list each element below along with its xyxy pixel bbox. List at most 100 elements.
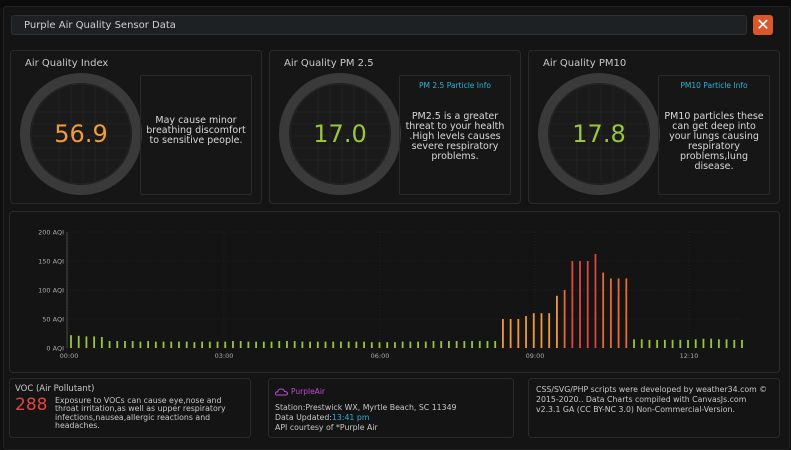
chart-bar	[332, 341, 335, 348]
chart-bar	[609, 278, 612, 348]
chart-bar	[347, 341, 350, 348]
chart-bar	[663, 339, 666, 348]
credits-box: CSS/SVG/PHP scripts were developed by we…	[528, 378, 780, 438]
chart-bar	[162, 341, 165, 348]
chart-bar	[262, 341, 265, 348]
chart-bar	[625, 278, 628, 348]
chart-bar	[370, 342, 373, 348]
chart-bar	[563, 290, 566, 348]
chart-bar	[154, 341, 157, 348]
chart-bar	[116, 341, 119, 348]
chart-bar	[617, 278, 620, 348]
chart-bar	[301, 341, 304, 348]
voc-box: VOC (Air Pollutant) 288 Exposure to VOCs…	[9, 378, 251, 438]
chart-bar	[124, 341, 126, 348]
y-tick-label: 200 AQI	[38, 229, 64, 237]
window-title: Purple Air Quality Sensor Data	[11, 15, 747, 35]
chart-bar	[455, 341, 458, 348]
pm10-value: 17.8	[572, 120, 626, 148]
panel-title: Air Quality PM10	[543, 58, 627, 69]
chart-bar	[394, 342, 396, 348]
purpleair-cloud-icon	[275, 388, 288, 396]
chart-bar	[694, 339, 697, 348]
pm10-info-link[interactable]: PM10 Particle Info	[680, 81, 748, 90]
chart-bar	[448, 341, 450, 348]
pm10-panel: Air Quality PM10 17.8 PM10 Particle Info…	[528, 50, 780, 204]
close-button[interactable]: ✕	[753, 15, 773, 35]
credits-text: CSS/SVG/PHP scripts were developed by we…	[536, 385, 768, 414]
chart-bar	[409, 341, 412, 348]
chart-bar	[687, 339, 689, 348]
chart-bar	[640, 339, 643, 348]
chart-bar	[725, 339, 728, 348]
chart-bar	[147, 341, 150, 348]
chart-bar	[671, 339, 674, 348]
pm25-info-link[interactable]: PM 2.5 Particle Info	[419, 81, 491, 90]
chart-bar	[185, 341, 188, 348]
chart-bar	[286, 341, 288, 348]
panel-title: Air Quality PM 2.5	[284, 58, 374, 69]
chart-bar	[440, 341, 443, 348]
chart-bar	[586, 261, 589, 348]
description-box: PM10 Particle Info PM10 particles these …	[658, 75, 770, 195]
chart-bar	[255, 341, 258, 348]
pm25-value: 17.0	[313, 120, 367, 148]
chart-bar	[702, 338, 705, 348]
chart-bar	[85, 336, 88, 348]
data-updated-line: Data Updated:13:41 pm	[275, 413, 369, 422]
station-box: PurpleAir Station:Prestwick WX, Myrtle B…	[268, 378, 514, 438]
chart-bar	[178, 341, 180, 348]
chart-bar	[540, 313, 543, 348]
gauge-dial-icon	[538, 73, 660, 195]
chart-bar	[278, 341, 281, 348]
gauge-dial-icon	[279, 73, 401, 195]
chart-bar	[309, 341, 311, 348]
chart-bar	[656, 339, 659, 348]
purpleair-logo: PurpleAir	[291, 387, 325, 396]
pm25-panel: Air Quality PM 2.5 17.0 PM 2.5 Particle …	[269, 50, 521, 204]
chart-bar	[486, 341, 489, 348]
chart-bar	[93, 336, 96, 348]
chart-bar	[648, 339, 651, 348]
chart-bar	[494, 341, 497, 348]
chart-bar	[571, 261, 574, 348]
chart-bar	[509, 319, 512, 348]
chart-bar	[386, 342, 389, 348]
close-icon[interactable]: ✕	[756, 15, 770, 34]
chart-bar	[555, 295, 558, 348]
chart-bar	[208, 341, 211, 348]
chart-bar	[424, 341, 427, 348]
api-line: API courtesy of *Purple Air	[275, 423, 378, 432]
chart-bar	[193, 342, 196, 348]
chart-bar	[224, 341, 227, 348]
x-tick-label: 12:10	[680, 352, 699, 360]
chart-bar	[170, 341, 173, 348]
chart-bar	[232, 341, 234, 348]
chart-bar	[417, 341, 419, 348]
chart-bar	[216, 341, 219, 348]
chart-bar	[378, 342, 381, 348]
chart-bar	[363, 341, 365, 348]
description-box: May cause minor breathing discomfort to …	[140, 75, 252, 195]
chart-bar	[579, 261, 581, 348]
aqi-panel: Air Quality Index 56.9 May cause minor b…	[10, 50, 262, 204]
chart-bar	[316, 341, 319, 348]
chart-bar	[139, 341, 142, 348]
chart-bar	[633, 339, 635, 348]
chart-bar	[517, 319, 520, 348]
pm25-description: PM2.5 is a greater threat to your health…	[405, 111, 505, 162]
chart-bar	[355, 341, 358, 348]
chart-bar	[293, 341, 296, 348]
x-tick-label: 09:00	[526, 352, 545, 360]
voc-value: 288	[15, 395, 48, 415]
gauge-dial-icon	[20, 73, 142, 195]
chart-bar	[131, 341, 134, 348]
voc-description: Exposure to VOCs can cause eye,nose and …	[55, 396, 226, 430]
chart-bar	[679, 339, 682, 348]
chart-bar	[70, 335, 72, 348]
chart-bar	[201, 341, 204, 348]
chart-bar	[502, 319, 504, 348]
chart-bar	[340, 341, 342, 348]
y-tick-label: 0 AQI	[46, 345, 64, 353]
chart-bar	[548, 313, 551, 348]
